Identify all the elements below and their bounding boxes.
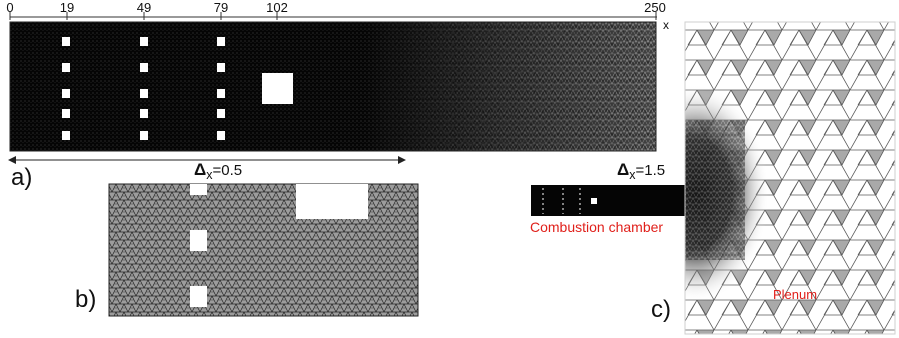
injector-holes xyxy=(62,37,225,140)
delta-sub-coarse: x xyxy=(629,168,636,182)
delta-value-coarse: =1.5 xyxy=(635,162,666,179)
tick-label-102: 102 xyxy=(266,0,288,15)
fine-resolution-label: Δx=0.5 xyxy=(194,160,242,182)
combustion-chamber-label: Combustion chamber xyxy=(530,219,664,235)
tick-label-79: 79 xyxy=(213,0,229,15)
panel-label-c: c) xyxy=(651,296,671,323)
delta-value-fine: =0.5 xyxy=(212,162,243,179)
plenum-label: Plenum xyxy=(773,287,818,302)
delta-sub-fine: x xyxy=(206,168,213,182)
combustion-chamber-bar xyxy=(531,185,686,216)
tick-label-19: 19 xyxy=(59,0,75,15)
delta-symbol-fine: Δ xyxy=(194,160,207,179)
x-axis-label: x xyxy=(663,18,669,32)
tick-label-49: 49 xyxy=(136,0,152,15)
tick-label-0: 0 xyxy=(6,0,14,15)
zoom-mesh-b xyxy=(108,183,419,317)
obstacle-block xyxy=(262,73,293,104)
panel-label-b: b) xyxy=(75,286,97,313)
coarse-resolution-label: Δx=1.5 xyxy=(617,160,665,182)
resolution-arrow xyxy=(8,156,406,164)
plenum-mesh xyxy=(684,21,896,335)
panel-label-a: a) xyxy=(11,164,33,191)
delta-symbol-coarse: Δ xyxy=(617,160,630,179)
tick-label-250: 250 xyxy=(644,0,666,15)
x-axis xyxy=(9,12,657,20)
mesh-strip-a xyxy=(9,21,657,152)
